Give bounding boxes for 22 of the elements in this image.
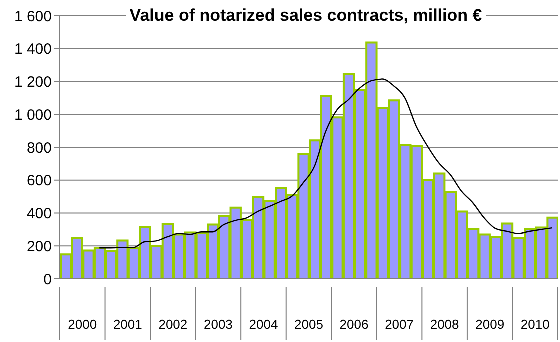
x-tick-label: 2006 (340, 317, 369, 332)
line-series (99, 78, 553, 249)
chart-title: Value of notarized sales contracts, million € (126, 6, 486, 25)
x-tick-label: 2008 (430, 317, 460, 332)
y-tick-label: 1 600 (14, 8, 52, 26)
x-tick-label: 2001 (113, 317, 142, 332)
x-tick-label: 2005 (294, 317, 324, 332)
y-tick-label: 1 400 (14, 41, 52, 58)
y-tick-label: 0 (44, 271, 52, 288)
x-tick-label: 2000 (68, 317, 98, 332)
y-tick-label: 800 (26, 140, 52, 157)
y-tick-label: 200 (26, 238, 52, 256)
x-tick-label: 2004 (249, 317, 278, 332)
x-tick-label: 2009 (476, 317, 505, 332)
y-tick-label: 400 (26, 206, 52, 223)
x-tick-label: 2010 (520, 317, 550, 332)
y-tick-label: 600 (26, 172, 52, 190)
x-tick-label: 2002 (158, 317, 188, 332)
y-tick-label: 1 200 (14, 74, 52, 92)
x-tick-label: 2007 (385, 317, 414, 332)
y-tick-label: 1 000 (14, 106, 52, 124)
x-tick-label: 2003 (204, 317, 233, 332)
